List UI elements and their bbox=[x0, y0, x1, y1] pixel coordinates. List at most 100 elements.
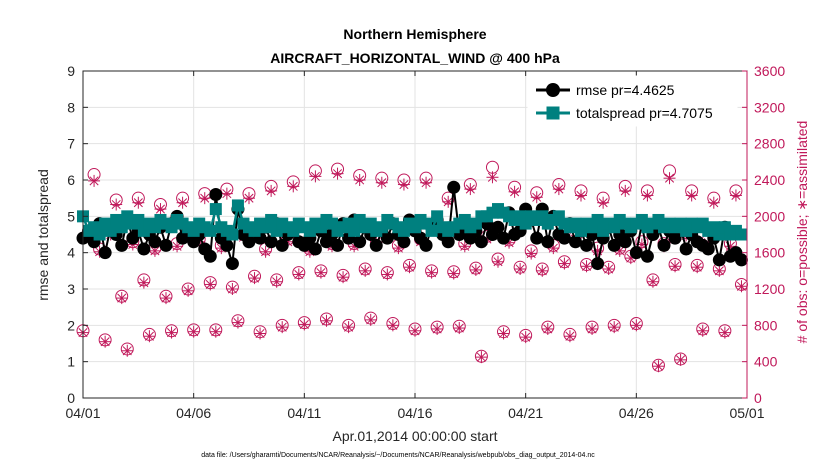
asterisk-stroke bbox=[100, 337, 110, 347]
rmse-point bbox=[98, 246, 112, 260]
totalspread-point bbox=[104, 224, 117, 237]
assimilated-obs-point bbox=[691, 261, 704, 274]
assimilated-obs-point bbox=[187, 325, 200, 338]
asterisk-stroke bbox=[548, 243, 558, 253]
assimilated-obs-point bbox=[320, 314, 333, 327]
rmse-point bbox=[557, 231, 571, 245]
asterisk-stroke bbox=[205, 279, 215, 290]
assimilated-obs-point bbox=[254, 327, 267, 340]
asterisk-stroke bbox=[388, 320, 398, 330]
x-tick-label: 04/01 bbox=[65, 405, 100, 421]
assimilated-obs-point bbox=[707, 196, 720, 209]
assimilated-obs-point bbox=[431, 322, 444, 335]
assimilated-obs-point bbox=[331, 167, 344, 180]
rmse-point bbox=[380, 231, 394, 245]
asterisk-stroke bbox=[155, 204, 166, 214]
asterisk-stroke bbox=[443, 197, 453, 207]
asterisk-stroke bbox=[731, 190, 741, 200]
assimilated-obs-point bbox=[525, 247, 538, 260]
legend-box bbox=[527, 75, 738, 127]
rmse-point bbox=[275, 238, 289, 252]
assimilated-obs-point bbox=[409, 324, 421, 337]
assimilated-obs-point bbox=[508, 185, 521, 198]
totalspread-point bbox=[425, 224, 438, 237]
assimilated-obs-point bbox=[602, 263, 615, 276]
assimilated-obs-point bbox=[386, 319, 399, 332]
asterisk-stroke bbox=[399, 179, 409, 190]
assimilated-obs-point bbox=[713, 264, 726, 277]
assimilated-obs-point bbox=[552, 183, 565, 196]
asterisk-stroke bbox=[687, 190, 697, 200]
asterisk-stroke bbox=[576, 190, 586, 200]
assimilated-obs-point bbox=[541, 322, 554, 335]
assimilated-obs-point bbox=[265, 184, 278, 197]
assimilated-obs-point bbox=[110, 198, 123, 211]
asterisk-stroke bbox=[344, 322, 354, 332]
asterisk-stroke bbox=[559, 259, 569, 269]
assimilated-obs-point bbox=[674, 353, 687, 366]
y-left-tick-label: 2 bbox=[67, 317, 75, 333]
asterisk-stroke bbox=[736, 281, 747, 291]
asterisk-stroke bbox=[377, 178, 387, 188]
assimilated-obs-point bbox=[669, 260, 682, 273]
asterisk-stroke bbox=[183, 286, 193, 296]
asterisk-stroke bbox=[648, 277, 658, 287]
assimilated-obs-point bbox=[198, 192, 211, 205]
rmse-point bbox=[397, 235, 411, 249]
asterisk-stroke bbox=[421, 178, 431, 188]
asterisk-stroke bbox=[526, 249, 536, 259]
asterisk-stroke bbox=[266, 186, 276, 196]
asterisk-stroke bbox=[631, 320, 641, 330]
asterisk-stroke bbox=[150, 246, 160, 256]
asterisk-stroke bbox=[410, 326, 420, 336]
y-right-tick-label: 3600 bbox=[754, 63, 785, 79]
assimilated-obs-point bbox=[492, 255, 504, 268]
rmse-point bbox=[541, 235, 555, 249]
asterisk-stroke bbox=[255, 328, 265, 339]
asterisk-stroke bbox=[670, 261, 680, 271]
assimilated-obs-point bbox=[641, 189, 654, 202]
assimilated-obs-point bbox=[469, 263, 482, 276]
assimilated-obs-point bbox=[337, 271, 350, 284]
totalspread-point bbox=[735, 228, 748, 241]
asterisk-stroke bbox=[189, 327, 199, 337]
asterisk-stroke bbox=[487, 172, 498, 182]
assimilated-obs-point bbox=[226, 283, 239, 295]
assimilated-obs-point bbox=[231, 316, 244, 329]
assimilated-obs-point bbox=[580, 260, 593, 273]
assimilated-obs-point bbox=[563, 330, 576, 343]
assimilated-obs-point bbox=[220, 187, 233, 200]
asterisk-stroke bbox=[427, 268, 437, 278]
x-tick-label: 05/01 bbox=[729, 405, 764, 421]
asterisk-stroke bbox=[587, 324, 597, 334]
rmse-point bbox=[580, 238, 594, 252]
assimilated-obs-point bbox=[486, 171, 499, 184]
asterisk-stroke bbox=[139, 278, 149, 288]
asterisk-stroke bbox=[211, 327, 221, 337]
legend: rmse pr=4.4625 totalspread pr=4.7075 bbox=[527, 75, 738, 127]
asterisk-stroke bbox=[233, 318, 243, 328]
asterisk-stroke bbox=[299, 319, 309, 329]
assimilated-obs-point bbox=[160, 292, 172, 305]
assimilated-obs-point bbox=[243, 192, 255, 205]
assimilated-obs-point bbox=[353, 174, 366, 186]
assimilated-obs-point bbox=[652, 360, 665, 373]
asterisk-stroke bbox=[161, 293, 171, 303]
assimilated-obs-point bbox=[447, 267, 460, 280]
y-right-tick-label: 2800 bbox=[754, 136, 785, 152]
rmse-point bbox=[607, 238, 621, 252]
assimilated-obs-point bbox=[458, 240, 471, 253]
y-right-tick-label: 400 bbox=[754, 354, 778, 370]
rmse-point bbox=[419, 238, 433, 252]
x-tick-label: 04/06 bbox=[176, 405, 211, 421]
rmse-point bbox=[629, 246, 643, 260]
rmse-point bbox=[668, 231, 682, 245]
assimilated-obs-point bbox=[132, 196, 145, 209]
assimilated-obs-point bbox=[586, 322, 599, 335]
legend-rmse-label: rmse pr=4.4625 bbox=[576, 82, 675, 98]
asterisk-stroke bbox=[676, 355, 686, 365]
rmse-point bbox=[640, 249, 654, 263]
chart-title-line1: Northern Hemisphere bbox=[343, 26, 486, 42]
totalspread-point bbox=[226, 228, 239, 241]
asterisk-stroke bbox=[449, 269, 459, 279]
